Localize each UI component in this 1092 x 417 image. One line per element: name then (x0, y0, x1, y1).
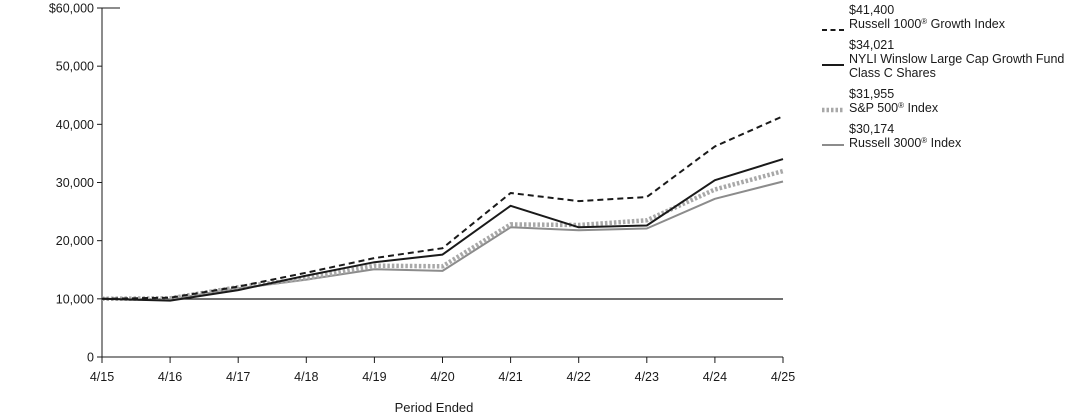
legend-value: $41,400 (849, 3, 895, 17)
series-russell-3000-line (101, 180, 784, 301)
series-russell-1000-growth-line (101, 115, 784, 300)
y-tick-label: 40,000 (56, 118, 94, 132)
legend-swatch-solid-gray (822, 138, 844, 152)
x-tick-label: 4/19 (362, 370, 386, 384)
line-chart: 0 10,000 20,000 30,000 40,000 50,000 $60,000 4… (49, 2, 795, 416)
x-tick-label: 4/16 (158, 370, 182, 384)
y-tick-label: $60,000 (49, 2, 94, 16)
x-axis-ticks: 4/15 4/16 4/17 4/18 4/19 4/20 4/21 4/22 4/23 4/24… (90, 357, 795, 384)
legend-series-name: Russell 3000® Index (849, 136, 962, 150)
x-tick-label: 4/21 (498, 370, 522, 384)
legend-swatch-dotted (822, 103, 844, 117)
legend-value: $30,174 (849, 122, 895, 136)
x-tick-label: 4/15 (90, 370, 114, 384)
legend-swatch-solid (822, 58, 844, 72)
y-axis-ticks: 0 10,000 20,000 30,000 40,000 50,000 $60,000 (49, 2, 102, 365)
x-tick-label: 4/23 (635, 370, 659, 384)
legend-item-russell-1000-growth: $41,400 Russell 1000® Growth Index (822, 3, 1084, 31)
y-tick-label: 50,000 (56, 60, 94, 74)
x-tick-label: 4/25 (771, 370, 795, 384)
x-tick-label: 4/20 (430, 370, 454, 384)
x-tick-label: 4/22 (567, 370, 591, 384)
y-tick-label: 10,000 (56, 292, 94, 306)
legend-item-sp-500: $31,955 S&P 500® Index (822, 87, 1084, 115)
x-tick-label: 4/18 (294, 370, 318, 384)
legend-item-nyli-winslow: $34,021 NYLI Winslow Large Cap Growth Fu… (822, 38, 1084, 80)
y-tick-label: 0 (87, 351, 94, 365)
legend-swatch-dashed (822, 23, 844, 37)
x-tick-label: 4/24 (703, 370, 727, 384)
legend-series-name: Russell 1000® Growth Index (849, 17, 1005, 31)
legend-series-name: NYLI Winslow Large Cap Growth Fund Class… (849, 52, 1065, 80)
series-lines (101, 115, 784, 302)
x-axis-title: Period Ended (395, 400, 474, 415)
legend-series-name: S&P 500® Index (849, 101, 939, 115)
legend-value: $34,021 (849, 38, 895, 52)
y-tick-label: 20,000 (56, 234, 94, 248)
legend: $41,400 Russell 1000® Growth Index $34,0… (822, 3, 1084, 157)
series-nyli-winslow-line (101, 158, 784, 302)
series-sp-500-line (101, 168, 784, 302)
legend-item-russell-3000: $30,174 Russell 3000® Index (822, 122, 1084, 150)
legend-value: $31,955 (849, 87, 895, 101)
x-tick-label: 4/17 (226, 370, 250, 384)
y-tick-label: 30,000 (56, 176, 94, 190)
